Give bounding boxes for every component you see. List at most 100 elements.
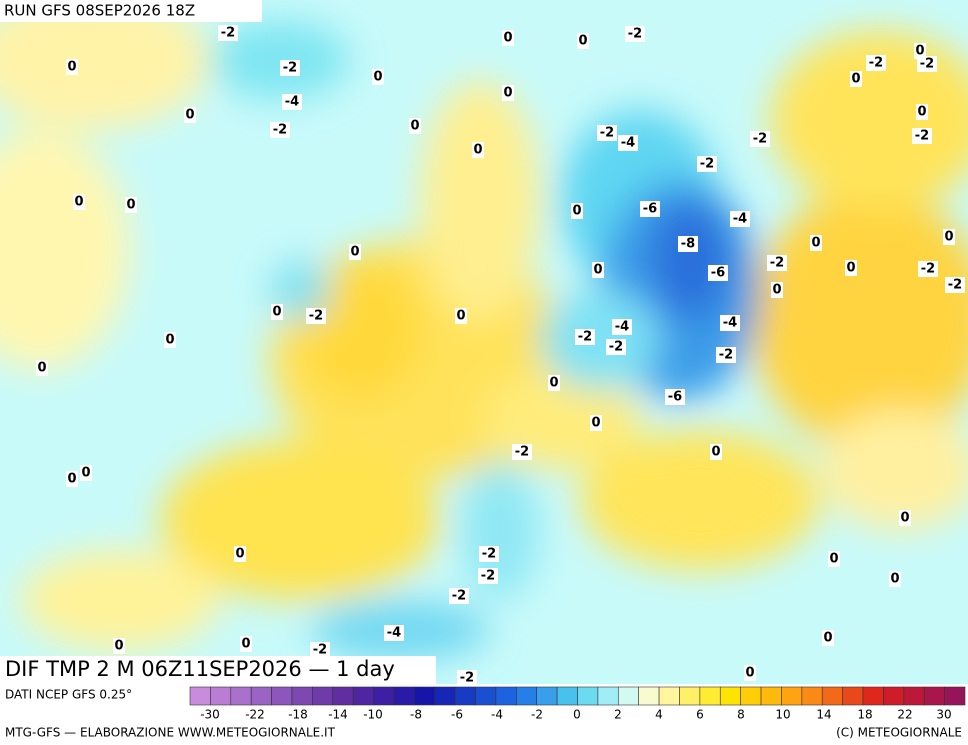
contour-label: -2: [770, 256, 784, 271]
contour-label: -6: [643, 202, 657, 217]
contour-label: 0: [74, 195, 83, 210]
label-bg: [665, 389, 685, 405]
contour-label: 0: [185, 108, 194, 123]
label-bg: [270, 122, 290, 138]
label-bg: [240, 636, 252, 652]
colorbar-box: [373, 686, 395, 706]
label-bg: [917, 56, 937, 72]
contour-label: 0: [503, 31, 512, 46]
label-bg: [916, 104, 928, 120]
colorbar-label: -22: [245, 708, 265, 722]
colorbar-box: [393, 686, 415, 706]
colorbar-box: [556, 686, 578, 706]
contour-label: -2: [600, 126, 614, 141]
colorbar-box: [536, 686, 558, 706]
colorbar-box: [271, 686, 293, 706]
label-bg: [479, 546, 499, 562]
contour-label: -6: [668, 390, 682, 405]
label-bg: [899, 510, 911, 526]
colorbar-box: [679, 686, 701, 706]
contour-label: -4: [733, 212, 747, 227]
label-bg: [455, 308, 467, 324]
contour-label: -6: [711, 266, 725, 281]
label-bg: [372, 69, 384, 85]
contour-label: 0: [410, 119, 419, 134]
label-bg: [512, 444, 532, 460]
colorbar-box: [638, 686, 660, 706]
label-bg: [767, 255, 787, 271]
contour-label: 0: [114, 639, 123, 654]
contour-label: -4: [615, 320, 629, 335]
colorbar-box: [250, 686, 272, 706]
label-bg: [478, 568, 498, 584]
contour-label: 0: [81, 466, 90, 481]
colorbar-box: [617, 686, 639, 706]
colorbar-box: [801, 686, 823, 706]
colorbar-label: -18: [288, 708, 308, 722]
colorbar-label: -30: [200, 708, 220, 722]
label-bg: [409, 118, 421, 134]
colorbar-label: 14: [816, 708, 831, 722]
contour-label: 0: [37, 361, 46, 376]
contour-label: 0: [456, 309, 465, 324]
colorbar-box: [352, 686, 374, 706]
contour-label: 0: [126, 198, 135, 213]
label-bg: [73, 194, 85, 210]
contour-label: -2: [515, 445, 529, 460]
contour-label: 0: [578, 34, 587, 49]
label-bg: [282, 94, 302, 110]
colorbar-box: [312, 686, 334, 706]
contour-label: -4: [621, 136, 635, 151]
contour-label: 0: [772, 283, 781, 298]
colorbar: -30 -22 -18 -14 -10 -8 -6 -4 -2 0 2 4 6 8 10 14 18 22 30: [189, 686, 966, 722]
colorbar-box: [699, 686, 721, 706]
contour-label: -2: [628, 27, 642, 42]
colorbar-label: 0: [573, 708, 581, 722]
colorbar-label: 8: [737, 708, 745, 722]
label-bg: [640, 201, 660, 217]
contour-label: 0: [572, 204, 581, 219]
contour-label: -2: [481, 569, 495, 584]
copyright: (C) METEOGIORNALE: [836, 726, 962, 740]
label-bg: [720, 315, 740, 331]
label-bg: [612, 319, 632, 335]
label-bg: [218, 25, 238, 41]
contour-label: -2: [273, 123, 287, 138]
contour-label: 0: [890, 572, 899, 587]
contour-label: 0: [473, 143, 482, 158]
label-bg: [678, 236, 698, 252]
colorbar-box: [230, 686, 252, 706]
contour-label: 0: [549, 376, 558, 391]
label-bg: [716, 347, 736, 363]
contour-label: -2: [309, 309, 323, 324]
label-bg: [384, 625, 404, 641]
label-bg: [912, 128, 932, 144]
label-bg: [914, 43, 926, 59]
label-bg: [943, 229, 955, 245]
contour-label: 0: [272, 305, 281, 320]
label-bg: [449, 588, 469, 604]
label-bg: [845, 260, 857, 276]
contour-label: 0: [235, 547, 244, 562]
contour-label: -4: [387, 626, 401, 641]
contour-label: -2: [482, 547, 496, 562]
contour-label: -2: [460, 671, 474, 686]
label-bg: [592, 262, 604, 278]
temperature-field: [0, 0, 968, 660]
colorbar-box: [883, 686, 905, 706]
label-bg: [349, 244, 361, 260]
product-box: [0, 656, 436, 684]
label-bg: [697, 156, 717, 172]
colorbar-box: [189, 686, 211, 706]
colorbar-box: [842, 686, 864, 706]
label-bg: [822, 630, 834, 646]
colorbar-label: 2: [614, 708, 622, 722]
colorbar-label: -6: [451, 708, 463, 722]
label-bg: [113, 638, 125, 654]
label-bg: [866, 55, 886, 71]
contour-label: -2: [753, 132, 767, 147]
colorbar-box: [740, 686, 762, 706]
contour-label: 0: [503, 86, 512, 101]
contour-label: 0: [900, 511, 909, 526]
